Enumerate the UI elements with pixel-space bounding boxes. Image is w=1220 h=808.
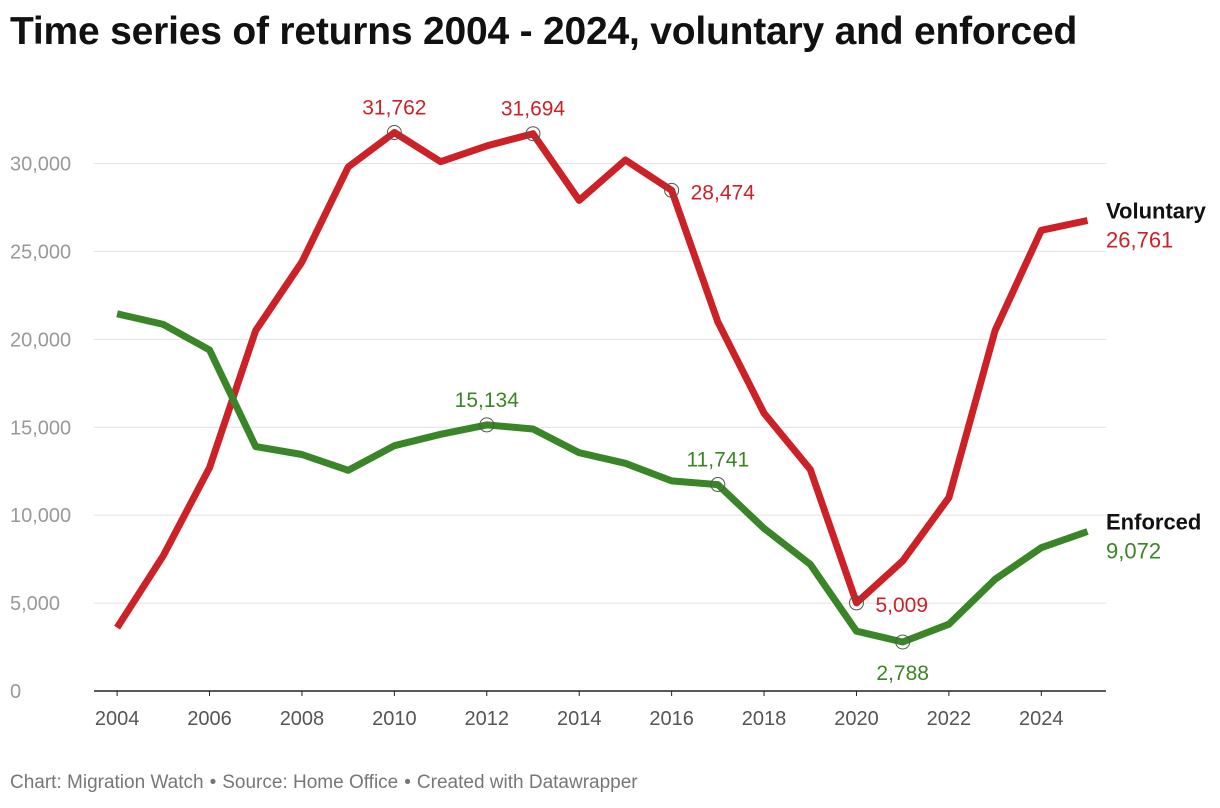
footer-created: Created with Datawrapper bbox=[416, 772, 638, 793]
series-end-name: Voluntary bbox=[1106, 198, 1207, 223]
footer: Chart: Migration Watch • Source: Home Offi… bbox=[10, 772, 638, 794]
annotations: 31,762 31,694 28,474 5,009 15,134 11,741 2,788 bbox=[362, 97, 929, 685]
annotation-marker bbox=[479, 417, 495, 433]
series-line-enforced bbox=[116, 310, 1089, 646]
chart-title: Time series of returns 2004 - 2024, volu… bbox=[10, 10, 1078, 53]
x-tick-label: 2008 bbox=[280, 708, 325, 730]
x-tick-label: 2024 bbox=[1019, 708, 1064, 730]
series-line-voluntary bbox=[114, 129, 1089, 630]
x-tick-label: 2012 bbox=[465, 708, 510, 730]
annotation-marker bbox=[386, 125, 402, 141]
x-tick-label: 2014 bbox=[557, 708, 602, 730]
annotation-marker bbox=[664, 182, 680, 198]
gridlines bbox=[94, 163, 1106, 692]
x-tick-label: 2022 bbox=[927, 708, 972, 730]
x-tick-label: 2016 bbox=[649, 708, 694, 730]
series-end-name: Enforced bbox=[1106, 509, 1201, 534]
annotation-label: 15,134 bbox=[455, 389, 520, 412]
x-axis-ticks: 2004 2006 2008 2010 2012 2014 2016 2018 2020 2022… bbox=[95, 691, 1064, 730]
x-tick-label: 2010 bbox=[372, 708, 417, 730]
footer-chart-by: Chart: Migration Watch bbox=[10, 772, 204, 793]
annotation-label: 31,762 bbox=[362, 97, 426, 120]
annotation-marker bbox=[710, 477, 726, 493]
x-tick-label: 2018 bbox=[742, 708, 787, 730]
footer-separator: • bbox=[209, 772, 217, 793]
end-labels: Voluntary 26,761 Enforced 9,072 bbox=[1106, 198, 1207, 563]
y-tick-label: 10,000 bbox=[10, 505, 71, 527]
y-tick-label: 5,000 bbox=[10, 593, 60, 615]
y-tick-label: 25,000 bbox=[10, 241, 71, 263]
footer-separator: • bbox=[404, 772, 411, 793]
x-tick-label: 2020 bbox=[834, 708, 879, 730]
footer-source: Source: Home Office bbox=[222, 772, 399, 793]
y-tick-label: 15,000 bbox=[10, 417, 71, 439]
y-tick-label: 30,000 bbox=[10, 154, 71, 176]
annotation-label: 2,788 bbox=[876, 662, 929, 685]
y-axis-ticks: 0 5,000 10,000 15,000 20,000 25,000 30,000 bbox=[10, 154, 71, 704]
x-tick-label: 2004 bbox=[95, 708, 140, 730]
annotation-marker bbox=[525, 126, 541, 142]
x-tick-label: 2006 bbox=[187, 708, 232, 730]
annotation-label: 28,474 bbox=[691, 181, 756, 204]
series-end-value: 26,761 bbox=[1106, 227, 1173, 252]
annotation-marker bbox=[848, 595, 864, 611]
y-tick-label: 0 bbox=[10, 681, 21, 703]
y-tick-label: 20,000 bbox=[10, 329, 71, 351]
annotation-label: 11,741 bbox=[686, 449, 749, 472]
annotation-marker bbox=[895, 634, 911, 650]
annotation-label: 5,009 bbox=[875, 594, 928, 617]
series-end-value: 9,072 bbox=[1106, 538, 1161, 563]
annotation-label: 31,694 bbox=[501, 98, 566, 121]
series-lines bbox=[114, 129, 1089, 646]
